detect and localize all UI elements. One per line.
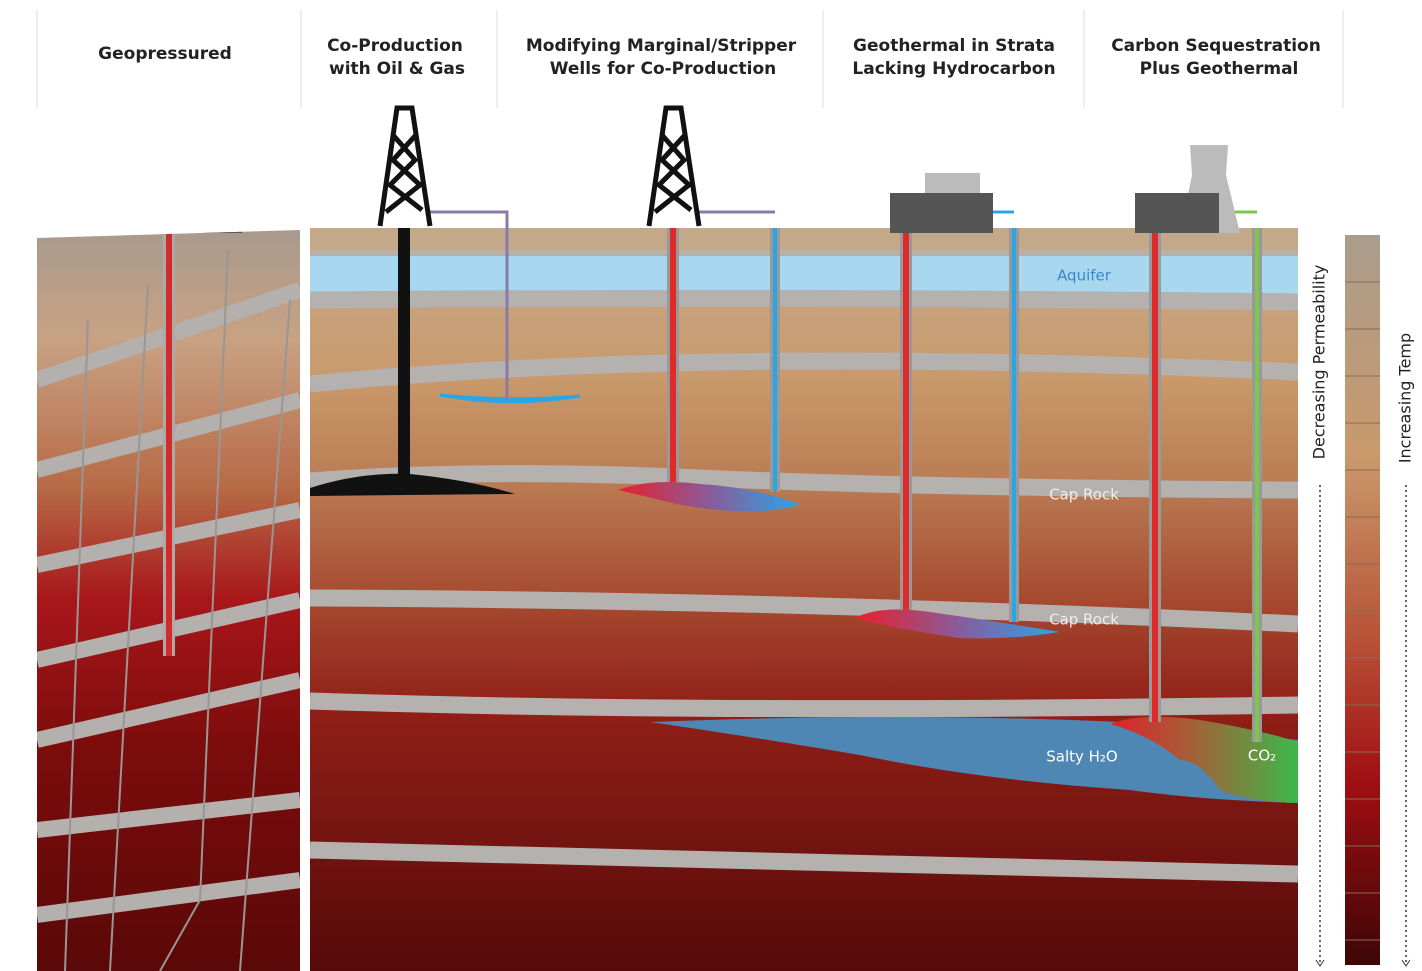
- temperature-bar: [1345, 235, 1380, 965]
- title-line: Geothermal in Strata: [853, 36, 1055, 56]
- geopressured-section: [37, 230, 300, 971]
- arrow-head: [1315, 959, 1325, 967]
- co2-label: CO₂: [1248, 747, 1276, 765]
- title-line: Geopressured: [98, 44, 232, 64]
- column-title: Modifying Marginal/Stripper Wells for Co-…: [526, 36, 797, 79]
- title-line: Modifying Marginal/Stripper: [526, 36, 797, 56]
- title-line: with Oil & Gas: [329, 59, 465, 79]
- column-title: Co-Production with Oil & Gas: [327, 36, 465, 79]
- title-line: Wells for Co-Production: [550, 59, 777, 79]
- column-title: Carbon Sequestration Plus Geothermal: [1111, 36, 1321, 79]
- title-line: Carbon Sequestration: [1111, 36, 1321, 56]
- permeability-label: Decreasing Permeability: [1310, 265, 1329, 460]
- main-section: [310, 228, 1298, 971]
- bar-ticks: [1345, 281, 1380, 941]
- cap-rock-label: Cap Rock: [1049, 611, 1119, 629]
- title-line: Lacking Hydrocarbon: [852, 59, 1055, 79]
- salty-water-label: Salty H₂O: [1046, 748, 1118, 766]
- aquifer-label: Aquifer: [1057, 267, 1112, 285]
- title-line: Plus Geothermal: [1140, 59, 1299, 79]
- title-line: Co-Production: [327, 36, 463, 56]
- column-title: Geopressured: [98, 44, 232, 64]
- cap-rock-label: Cap Rock: [1049, 486, 1119, 504]
- arrow-head: [1401, 959, 1411, 967]
- plants: [890, 145, 1240, 233]
- header: Geopressured Co-Production with Oil & Gas…: [36, 10, 1344, 108]
- column-title: Geothermal in Strata Lacking Hydrocarbon: [852, 36, 1055, 79]
- temperature-label: Increasing Temp: [1396, 333, 1415, 463]
- oil-rigs: [377, 105, 702, 227]
